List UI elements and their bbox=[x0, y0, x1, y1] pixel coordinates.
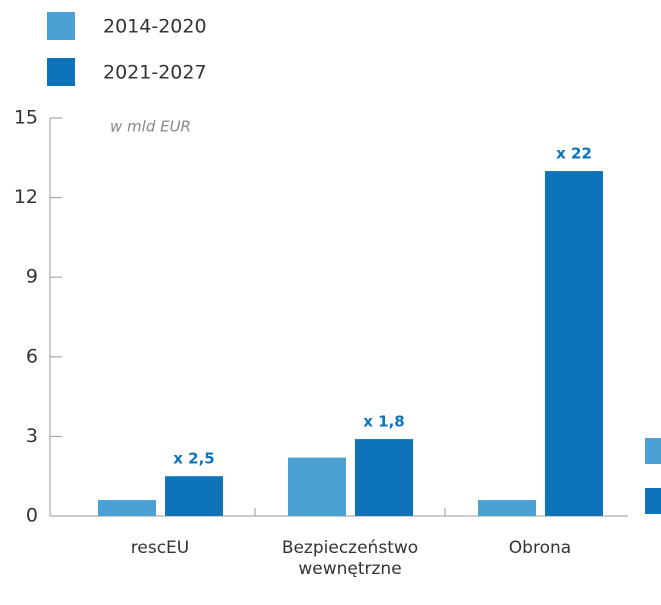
y-tick-label: 15 bbox=[14, 107, 38, 129]
bar bbox=[98, 500, 156, 516]
bar bbox=[545, 171, 603, 517]
cropped-swatch bbox=[645, 488, 661, 514]
bar bbox=[288, 457, 346, 516]
y-tick-label: 0 bbox=[26, 505, 38, 527]
cropped-swatch bbox=[645, 438, 661, 464]
x-tick-label: Obrona bbox=[508, 538, 572, 558]
bar bbox=[478, 500, 536, 516]
legend-label: 2014-2020 bbox=[103, 16, 207, 38]
x-tick-label: Bezpieczeństwo wewnętrzne bbox=[281, 538, 419, 579]
legend-label: 2021-2027 bbox=[103, 62, 207, 84]
y-tick-label: 9 bbox=[26, 266, 38, 288]
annotation: x 1,8 bbox=[363, 413, 404, 431]
annotation: x 22 bbox=[556, 145, 592, 163]
y-tick-label: 12 bbox=[14, 186, 38, 208]
unit-label: w mld EUR bbox=[110, 118, 191, 136]
bar bbox=[355, 439, 413, 516]
y-tick-label: 6 bbox=[26, 345, 38, 367]
y-tick-label: 3 bbox=[26, 425, 38, 447]
bar bbox=[165, 476, 223, 516]
legend-swatch bbox=[47, 12, 75, 40]
legend-swatch bbox=[47, 58, 75, 86]
annotation: x 2,5 bbox=[173, 450, 214, 468]
x-tick-label: rescEU bbox=[130, 538, 190, 558]
